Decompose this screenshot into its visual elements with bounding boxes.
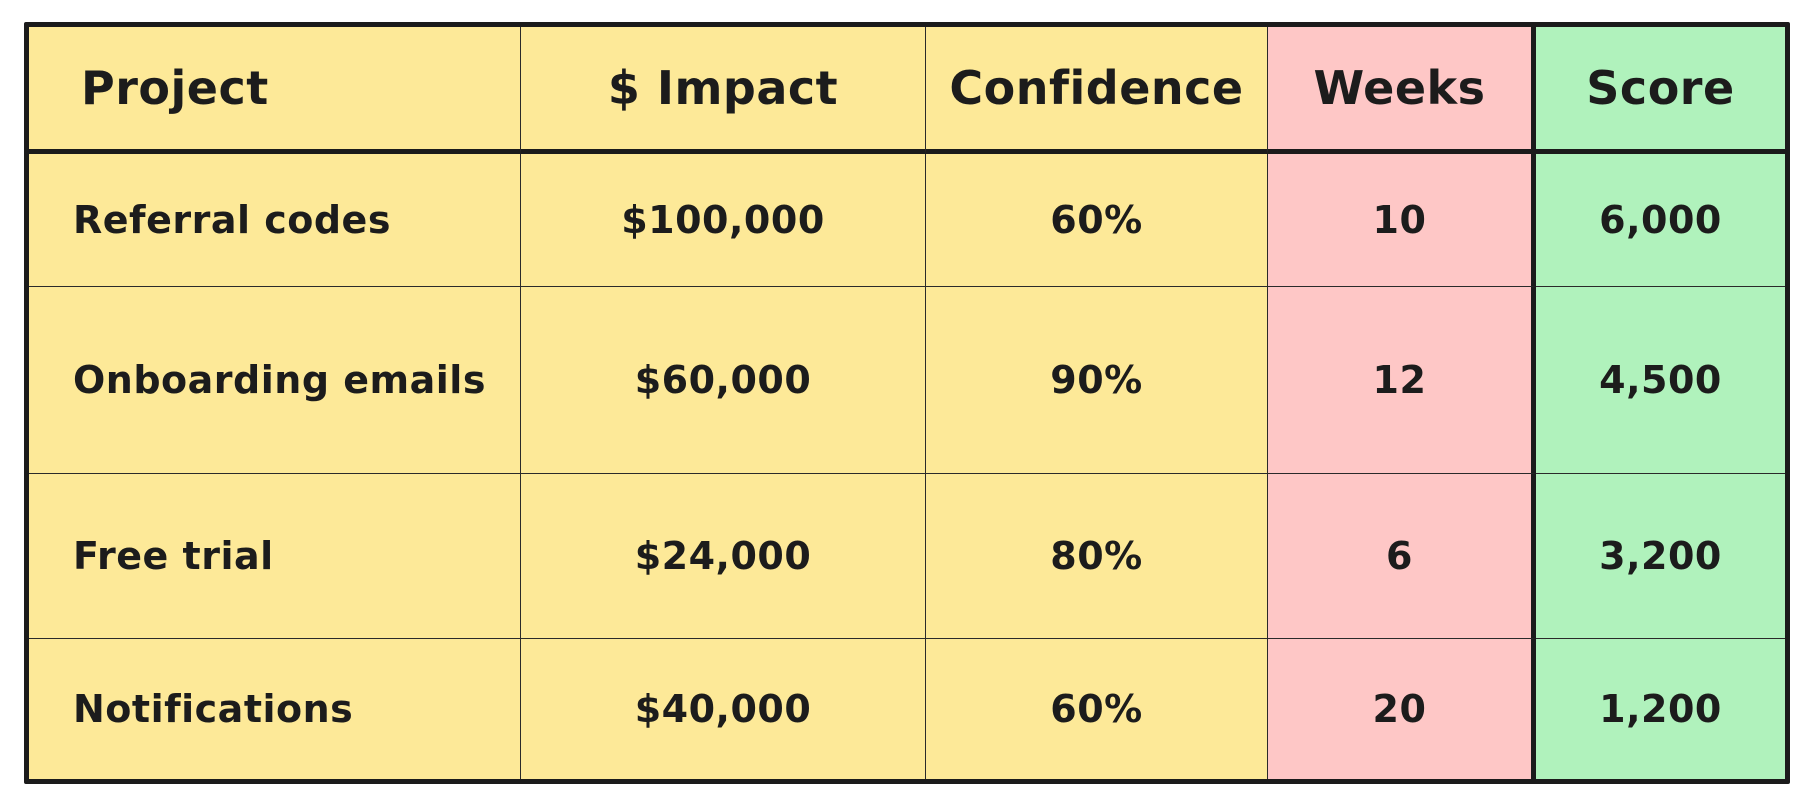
row-3-score: 3,200 <box>1536 474 1785 639</box>
row-1-score: 6,000 <box>1536 154 1785 287</box>
header-project: Project <box>29 27 521 154</box>
row-1-weeks: 10 <box>1268 154 1536 287</box>
row-4-impact: $40,000 <box>521 639 926 779</box>
row-2-score: 4,500 <box>1536 287 1785 474</box>
header-weeks: Weeks <box>1268 27 1536 154</box>
prioritization-table: Project $ Impact Confidence Weeks Score … <box>24 22 1790 784</box>
row-4-score: 1,200 <box>1536 639 1785 779</box>
row-3-confidence: 80% <box>926 474 1268 639</box>
row-2-confidence: 90% <box>926 287 1268 474</box>
row-1-impact: $100,000 <box>521 154 926 287</box>
row-3-project: Free trial <box>29 474 521 639</box>
row-3-weeks: 6 <box>1268 474 1536 639</box>
row-2-weeks: 12 <box>1268 287 1536 474</box>
row-1-confidence: 60% <box>926 154 1268 287</box>
row-1-project: Referral codes <box>29 154 521 287</box>
row-4-project: Notifications <box>29 639 521 779</box>
row-3-impact: $24,000 <box>521 474 926 639</box>
header-confidence: Confidence <box>926 27 1268 154</box>
row-4-weeks: 20 <box>1268 639 1536 779</box>
header-impact: $ Impact <box>521 27 926 154</box>
row-2-project: Onboarding emails <box>29 287 521 474</box>
row-4-confidence: 60% <box>926 639 1268 779</box>
row-2-impact: $60,000 <box>521 287 926 474</box>
header-score: Score <box>1536 27 1785 154</box>
